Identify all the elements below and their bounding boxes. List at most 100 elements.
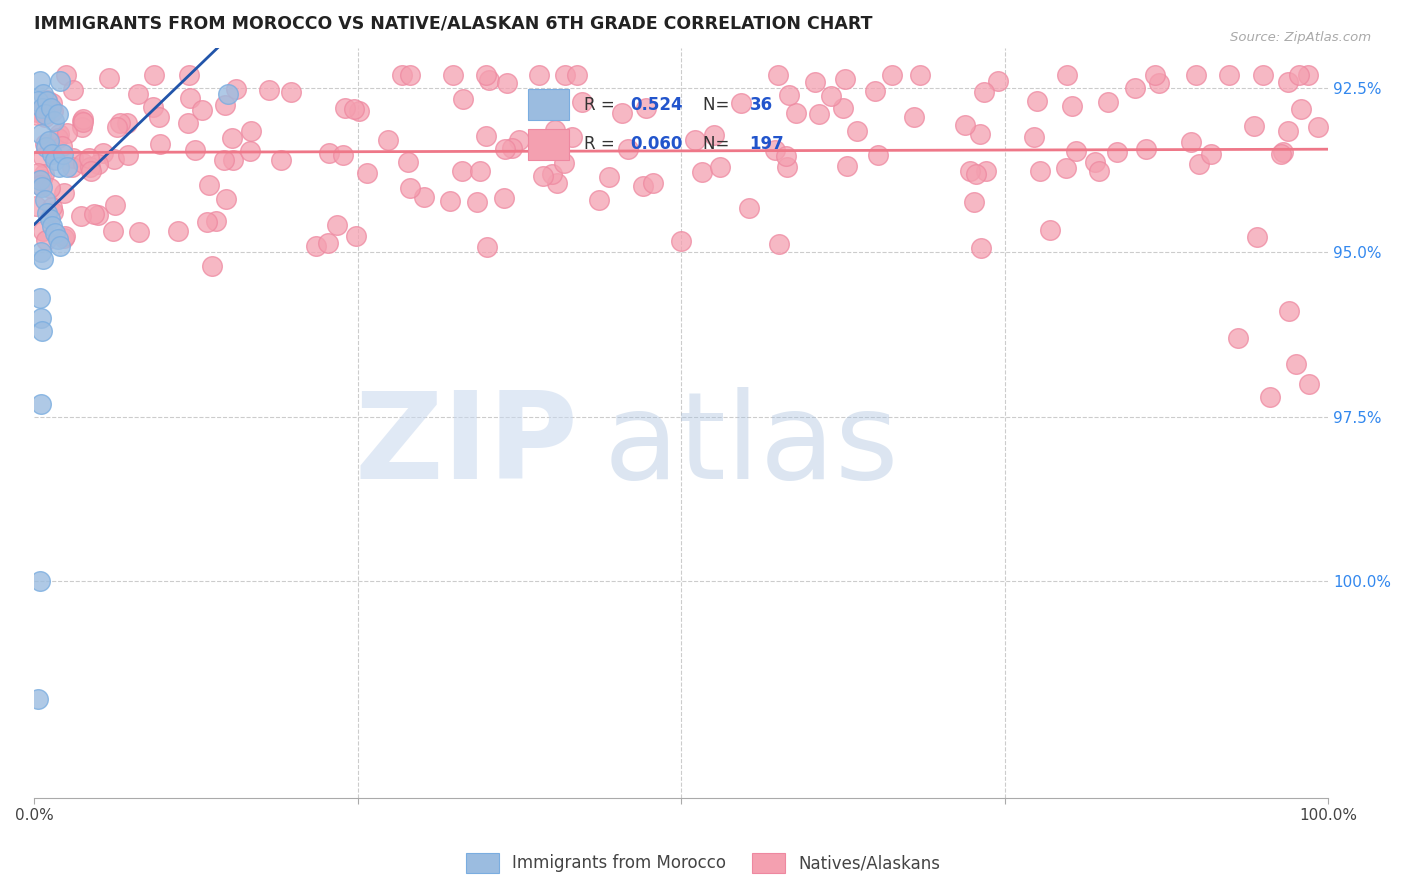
Point xyxy=(42,113,65,128)
Point xyxy=(588,193,610,207)
Point xyxy=(240,124,263,138)
Point xyxy=(103,153,125,167)
Point xyxy=(32,223,55,237)
Point xyxy=(32,87,55,102)
Point xyxy=(1185,68,1208,82)
Point xyxy=(38,134,60,148)
Point xyxy=(104,198,127,212)
Point xyxy=(1147,76,1170,90)
Point xyxy=(87,208,110,222)
Point xyxy=(55,68,77,82)
Point xyxy=(508,133,530,147)
Point xyxy=(31,101,53,115)
Point xyxy=(37,94,59,108)
Point xyxy=(49,238,72,252)
Point xyxy=(683,133,706,147)
Point xyxy=(1039,223,1062,237)
Point xyxy=(776,160,799,174)
Point xyxy=(1288,68,1310,82)
Point xyxy=(969,127,991,141)
Point xyxy=(1064,145,1087,159)
Point xyxy=(1226,331,1249,345)
Point xyxy=(1180,135,1202,149)
Point xyxy=(546,176,568,190)
Point xyxy=(41,219,63,233)
Point xyxy=(142,68,165,82)
Point xyxy=(24,199,46,213)
Point xyxy=(34,193,56,207)
Point xyxy=(1251,68,1274,82)
Point xyxy=(1298,376,1320,391)
Point xyxy=(37,206,59,220)
Point xyxy=(1272,145,1295,159)
Point xyxy=(451,164,474,178)
Point xyxy=(1026,94,1049,108)
Point xyxy=(148,110,170,124)
Point xyxy=(669,235,692,249)
Point xyxy=(531,169,554,183)
Point xyxy=(28,173,51,187)
Point xyxy=(48,127,70,141)
Point xyxy=(356,166,378,180)
Point xyxy=(959,164,981,178)
Point xyxy=(1285,357,1308,371)
Point xyxy=(53,186,76,200)
Point xyxy=(62,83,84,97)
Text: Source: ZipAtlas.com: Source: ZipAtlas.com xyxy=(1230,31,1371,45)
Point xyxy=(221,130,243,145)
Point xyxy=(41,200,63,214)
Point xyxy=(149,137,172,152)
Point xyxy=(305,239,328,253)
Point xyxy=(27,94,49,108)
Point xyxy=(1029,164,1052,178)
Point xyxy=(70,113,93,128)
Point xyxy=(198,178,221,193)
Point xyxy=(70,120,93,134)
Point xyxy=(80,163,103,178)
Point xyxy=(439,194,461,208)
Point xyxy=(544,122,567,136)
Text: ZIP: ZIP xyxy=(354,387,578,504)
Point xyxy=(973,85,995,99)
Point xyxy=(703,128,725,143)
Point xyxy=(30,127,52,141)
Point xyxy=(105,120,128,134)
Point xyxy=(820,89,842,103)
Point xyxy=(467,195,489,210)
Point xyxy=(34,137,56,152)
Point xyxy=(183,143,205,157)
Point xyxy=(30,396,52,410)
Point xyxy=(399,181,422,195)
Point xyxy=(27,104,49,119)
Point xyxy=(768,236,790,251)
Point xyxy=(127,87,149,101)
Point xyxy=(1246,229,1268,244)
Point xyxy=(318,235,340,250)
Point xyxy=(204,213,226,227)
Point xyxy=(1062,99,1084,113)
Point xyxy=(51,139,73,153)
Point xyxy=(970,241,993,255)
Point xyxy=(28,574,51,588)
Point xyxy=(1270,147,1292,161)
Point xyxy=(28,291,51,305)
Point xyxy=(25,108,48,122)
Point xyxy=(1277,124,1299,138)
Point xyxy=(690,165,713,179)
Point xyxy=(225,82,247,96)
Point xyxy=(501,141,523,155)
Point xyxy=(347,103,370,118)
Point xyxy=(83,207,105,221)
Point xyxy=(778,87,800,102)
Point xyxy=(166,223,188,237)
Point xyxy=(270,153,292,168)
Point xyxy=(35,140,58,154)
Point xyxy=(831,101,853,115)
Point xyxy=(477,73,499,87)
Point xyxy=(239,144,262,158)
Point xyxy=(475,68,498,82)
Point xyxy=(1135,142,1157,156)
Point xyxy=(492,190,515,204)
Point xyxy=(56,126,79,140)
Point xyxy=(834,71,856,86)
